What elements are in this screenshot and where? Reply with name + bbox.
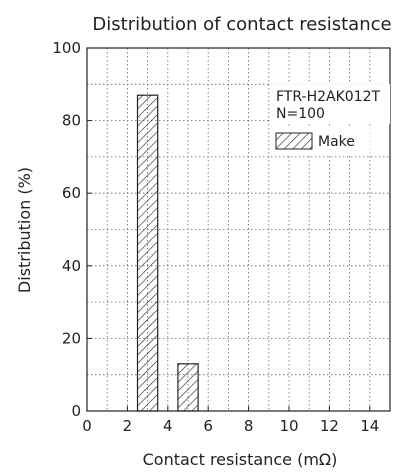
y-tick-label: 80 bbox=[62, 112, 81, 130]
bar-1 bbox=[177, 363, 199, 412]
bars-group bbox=[136, 94, 199, 412]
x-tick-label: 2 bbox=[123, 417, 133, 435]
x-tick-label: 8 bbox=[244, 417, 254, 435]
y-tick-label: 0 bbox=[71, 402, 81, 420]
y-tick-label: 40 bbox=[62, 257, 81, 275]
y-axis-ticks: 0 20 40 60 80 100 bbox=[52, 39, 92, 420]
legend: Make bbox=[270, 128, 370, 154]
x-tick-label: 14 bbox=[360, 417, 379, 435]
annotation-line-sample-size: N=100 bbox=[276, 106, 325, 122]
legend-label-make: Make bbox=[318, 134, 355, 150]
x-tick-label: 10 bbox=[279, 417, 298, 435]
chart-title: Distribution of contact resistance bbox=[92, 14, 391, 35]
y-axis-label: Distribution (%) bbox=[15, 167, 34, 293]
bar-0 bbox=[136, 94, 159, 412]
grid-lines bbox=[87, 48, 390, 411]
y-tick-label: 60 bbox=[62, 184, 81, 202]
y-tick-label: 100 bbox=[52, 39, 81, 57]
annotation-line-model: FTR-H2AK012T bbox=[276, 89, 380, 105]
x-axis-ticks: 0 2 4 6 8 10 12 14 bbox=[82, 406, 379, 435]
x-tick-label: 6 bbox=[203, 417, 213, 435]
plot-frame bbox=[86, 47, 391, 412]
legend-swatch bbox=[275, 132, 313, 150]
annotation: FTR-H2AK012T N=100 bbox=[270, 84, 390, 124]
x-tick-label: 4 bbox=[163, 417, 173, 435]
y-tick-label: 20 bbox=[62, 329, 81, 347]
x-tick-label: 0 bbox=[82, 417, 92, 435]
x-axis-label: Contact resistance (mΩ) bbox=[143, 450, 338, 469]
x-tick-label: 12 bbox=[320, 417, 339, 435]
